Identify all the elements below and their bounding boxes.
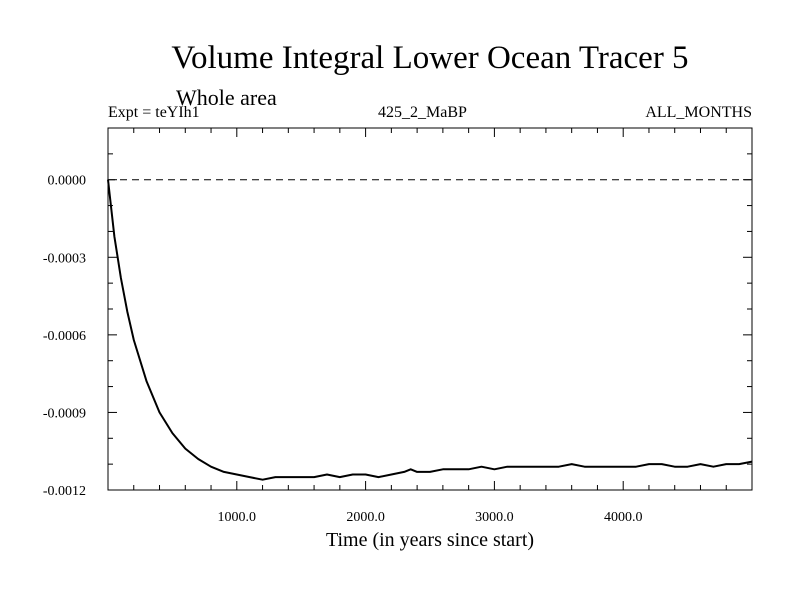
x-tick-label: 4000.0	[604, 510, 643, 525]
x-axis-label: Time (in years since start)	[326, 529, 534, 551]
y-tick-label: -0.0006	[43, 329, 86, 344]
experiment-label: Expt = teYIh1	[108, 104, 200, 121]
months-label: ALL_MONTHS	[645, 104, 752, 121]
x-tick-label: 3000.0	[475, 510, 514, 525]
y-tick-label: -0.0003	[43, 251, 86, 266]
y-tick-label: -0.0012	[43, 484, 86, 499]
chart-subtitle: Whole area	[176, 85, 277, 110]
x-tick-label: 1000.0	[218, 510, 257, 525]
series-line-0	[107, 179, 753, 481]
chart-title: Volume Integral Lower Ocean Tracer 5	[171, 40, 689, 76]
period-label: 425_2_MaBP	[378, 104, 467, 121]
y-tick-label: 0.0000	[48, 174, 87, 189]
plot-frame	[107, 127, 753, 491]
y-tick-label: -0.0009	[43, 406, 86, 421]
x-tick-label: 2000.0	[346, 510, 385, 525]
